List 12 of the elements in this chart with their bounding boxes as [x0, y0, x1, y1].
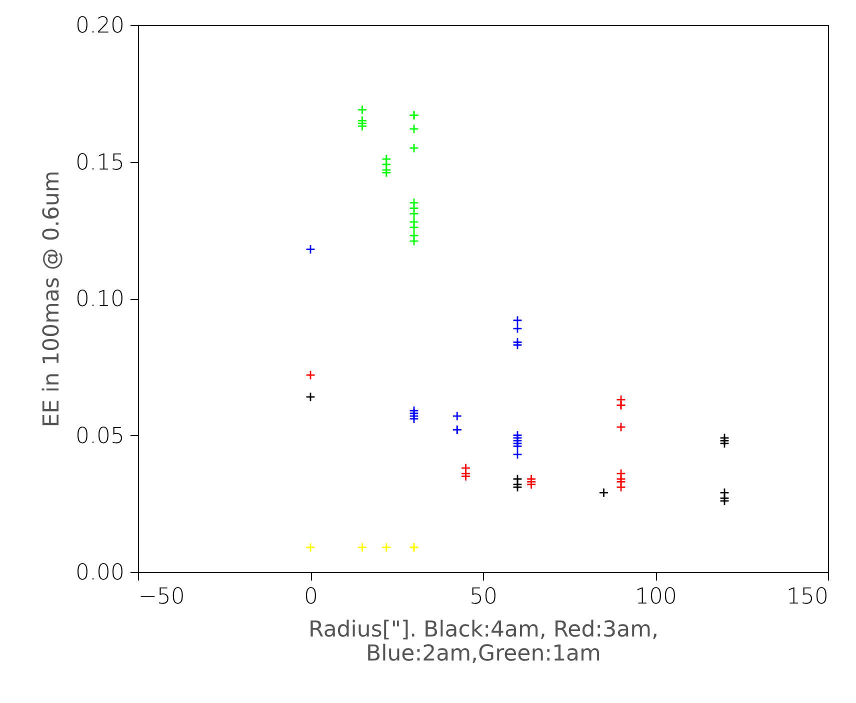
y-tick-label: 0.10 — [76, 287, 124, 312]
x-tick-label: 50 — [470, 584, 498, 610]
x-tick-label: 150 — [786, 584, 828, 610]
y-tick-label: 0.20 — [76, 14, 124, 38]
x-axis-title: Radius["]. Black:4am, Red:3am, Blue:2am,Green:1am — [308, 618, 658, 666]
y-tick-label: 0.05 — [76, 424, 124, 449]
x-tick-label: −50 — [138, 584, 185, 610]
x-tick-label: 100 — [635, 584, 677, 610]
y-tick-label: 0.15 — [76, 150, 124, 176]
y-axis-title: EE in 100mas @ 0.6um — [40, 170, 65, 428]
y-tick-label: 0.00 — [76, 560, 124, 586]
x-tick-label: 0 — [304, 584, 318, 610]
